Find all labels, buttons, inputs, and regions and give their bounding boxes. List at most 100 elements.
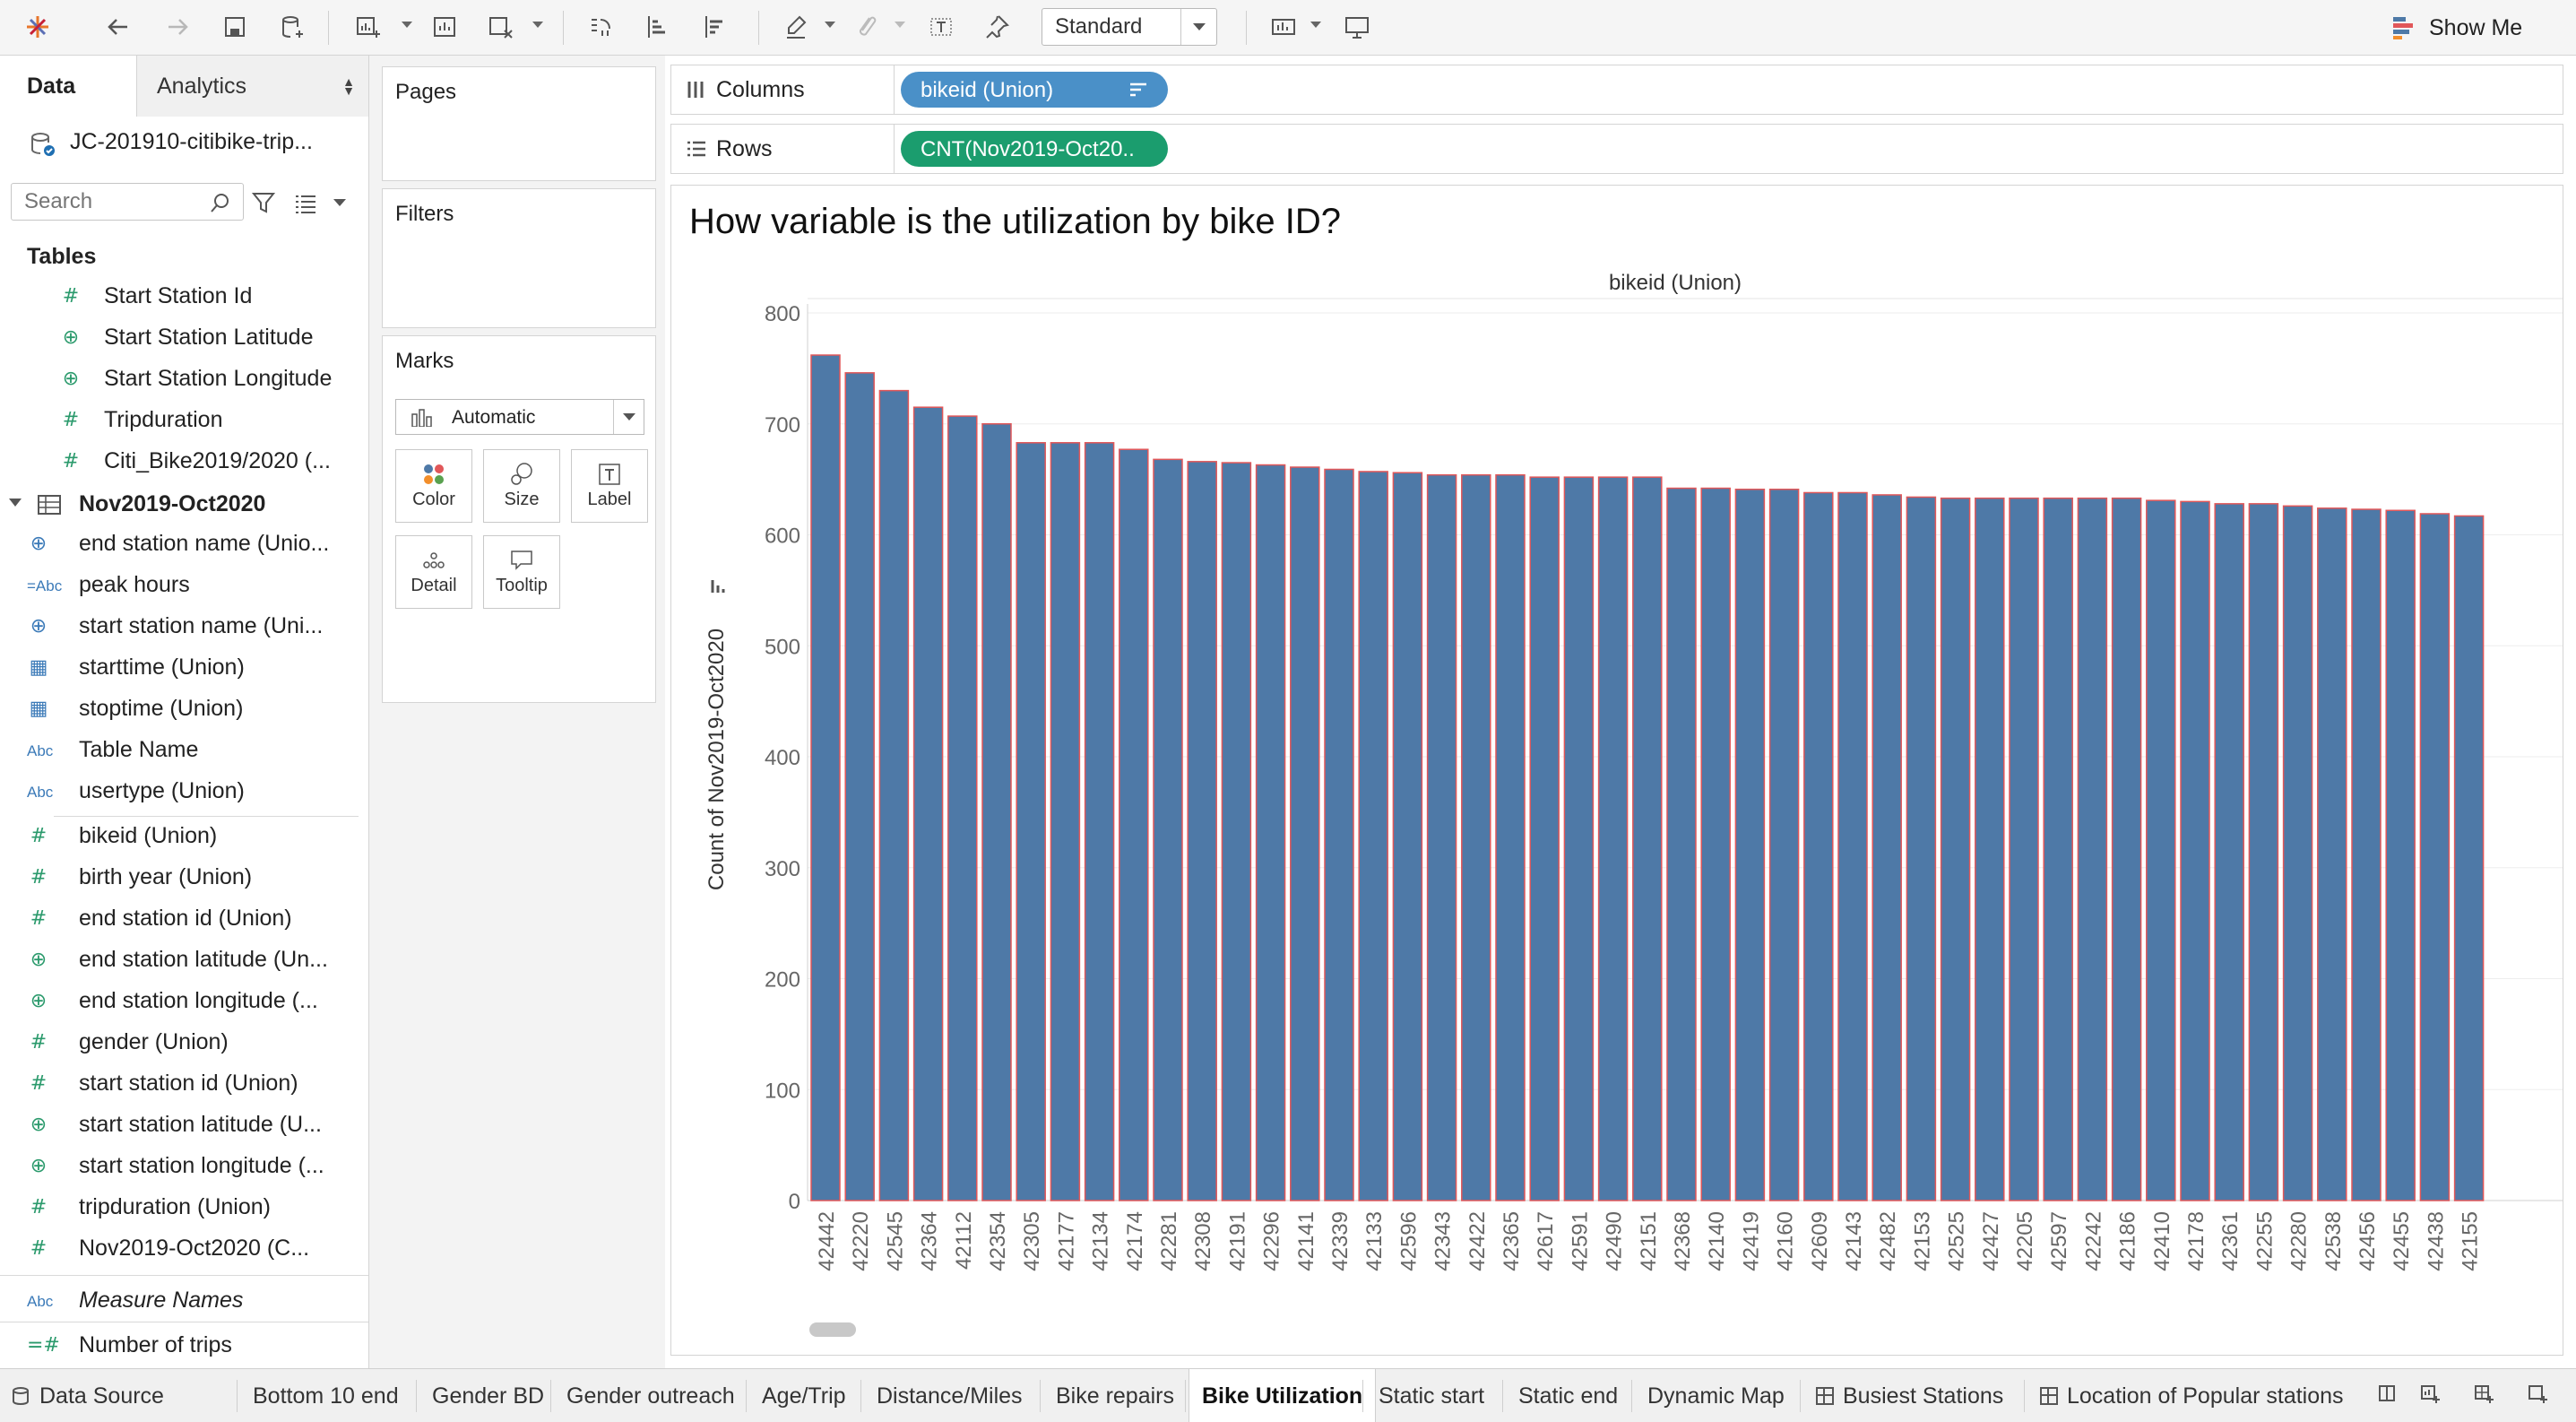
rows-pill[interactable]: CNT(Nov2019-Oct20..: [901, 131, 1168, 167]
fit-dropdown[interactable]: Standard: [1042, 8, 1217, 46]
tab-separator: [1362, 1380, 1363, 1412]
field-item[interactable]: ⊕ end station latitude (Un...: [0, 941, 368, 979]
field-item[interactable]: # tripduration (Union): [0, 1189, 368, 1227]
sheet-tab[interactable]: Dynamic Map: [1647, 1369, 1785, 1422]
field-item[interactable]: ⊕ start station latitude (U...: [0, 1106, 368, 1144]
field-item[interactable]: # Tripduration: [0, 402, 368, 439]
field-item[interactable]: # bikeid (Union): [0, 818, 368, 855]
sheet-tab[interactable]: Bike Utilization: [1189, 1369, 1377, 1422]
show-cards-icon[interactable]: [1266, 9, 1301, 45]
color-button-label: Color: [412, 490, 455, 509]
sort-descending-icon[interactable]: [697, 9, 733, 45]
sheet-tab[interactable]: Age/Trip: [762, 1369, 846, 1422]
y-tick-label: 200: [765, 968, 800, 993]
y-tick-label: 400: [765, 746, 800, 770]
new-worksheet-icon[interactable]: [350, 9, 385, 45]
save-icon[interactable]: [217, 9, 253, 45]
field-item[interactable]: ⊕ start station name (Uni...: [0, 608, 368, 646]
show-mark-labels-icon[interactable]: [923, 9, 959, 45]
field-item[interactable]: # end station id (Union): [0, 900, 368, 938]
tableau-logo-icon[interactable]: [20, 9, 56, 45]
mark-type-dropdown[interactable]: Automatic: [395, 399, 644, 435]
filters-card[interactable]: Filters: [382, 188, 656, 328]
bar-chart-icon: [411, 409, 432, 427]
field-item[interactable]: =# Number of trips: [0, 1327, 368, 1365]
sheet-tab[interactable]: Gender outreach: [566, 1369, 735, 1422]
field-item[interactable]: Abc usertype (Union): [0, 773, 368, 811]
field-item[interactable]: # Citi_Bike2019/2020 (...: [0, 443, 368, 481]
field-item[interactable]: Abc Table Name: [0, 732, 368, 769]
show-me-button[interactable]: Show Me: [2391, 11, 2522, 45]
chevron-down-icon[interactable]: [333, 199, 346, 206]
highlight-icon[interactable]: [778, 9, 814, 45]
sheet-tab[interactable]: Static end: [1518, 1369, 1618, 1422]
search-input[interactable]: [11, 183, 244, 221]
field-item[interactable]: # birth year (Union): [0, 859, 368, 897]
field-item[interactable]: ⊕ end station longitude (...: [0, 983, 368, 1020]
bar-42143: [1837, 491, 1868, 1201]
sheet-tab[interactable]: Static start: [1379, 1369, 1484, 1422]
field-item[interactable]: ▦ starttime (Union): [0, 649, 368, 687]
sort-icon: [711, 580, 725, 593]
field-item[interactable]: ⊕ Start Station Latitude: [0, 319, 368, 357]
columns-pill[interactable]: bikeid (Union): [901, 72, 1168, 108]
sheet-tab[interactable]: Bike repairs: [1056, 1369, 1174, 1422]
calendar-icon: ▦: [29, 656, 48, 679]
presentation-mode-icon[interactable]: [1339, 9, 1375, 45]
field-item[interactable]: # start station id (Union): [0, 1065, 368, 1103]
group-members-icon[interactable]: [848, 9, 884, 45]
new-story-icon[interactable]: [2377, 1369, 2399, 1422]
new-data-source-icon[interactable]: [274, 9, 310, 45]
field-item[interactable]: ⊕ start station longitude (...: [0, 1148, 368, 1185]
bar-42455: [2385, 509, 2416, 1201]
field-item[interactable]: =Abc peak hours: [0, 567, 368, 604]
rows-shelf[interactable]: Rows CNT(Nov2019-Oct20..: [670, 124, 2563, 174]
tab-data[interactable]: Data: [0, 56, 136, 117]
number-icon: #: [62, 409, 80, 431]
bar-42178: [2180, 500, 2210, 1201]
tab-separator: [1502, 1380, 1503, 1412]
swap-rows-columns-icon[interactable]: [583, 9, 618, 45]
color-button[interactable]: Color: [395, 449, 472, 523]
sheet-tab[interactable]: Gender BD: [432, 1369, 544, 1422]
columns-shelf[interactable]: Columns bikeid (Union): [670, 65, 2563, 115]
horizontal-scrollbar[interactable]: [809, 1322, 856, 1337]
detail-button[interactable]: Detail: [395, 535, 472, 609]
bar-42368: [1666, 487, 1697, 1201]
forward-arrow-icon[interactable]: [160, 9, 195, 45]
bar-42255: [2248, 503, 2279, 1201]
new-dashboard-icon[interactable]: [2474, 1369, 2495, 1422]
sheet-tab[interactable]: Location of Popular stations: [2040, 1369, 2344, 1422]
sheet-tab[interactable]: Bottom 10 end: [253, 1369, 399, 1422]
field-item[interactable]: ▦ stoptime (Union): [0, 690, 368, 728]
filter-icon[interactable]: [251, 190, 276, 215]
sheet-tab[interactable]: Distance/Miles: [877, 1369, 1023, 1422]
field-item[interactable]: Abc Measure Names: [0, 1282, 368, 1320]
field-item[interactable]: # Start Station Id: [0, 278, 368, 316]
field-item[interactable]: ⊕ Start Station Longitude: [0, 360, 368, 398]
size-button[interactable]: Size: [483, 449, 560, 523]
field-item[interactable]: # Nov2019-Oct2020 (C...: [0, 1230, 368, 1268]
data-source-tab[interactable]: Data Source: [11, 1369, 164, 1422]
pages-card[interactable]: Pages: [382, 66, 656, 181]
field-item[interactable]: # gender (Union): [0, 1024, 368, 1062]
clear-sheet-icon[interactable]: [482, 9, 518, 45]
duplicate-sheet-icon[interactable]: [427, 9, 462, 45]
sheet-tab[interactable]: Busiest Stations: [1816, 1369, 2003, 1422]
field-item[interactable]: ⊕ end station name (Unio...: [0, 525, 368, 563]
list-view-icon[interactable]: [294, 194, 317, 213]
sort-ascending-icon[interactable]: [640, 9, 676, 45]
new-worksheet-icon[interactable]: [2420, 1369, 2442, 1422]
bar-42609: [1803, 491, 1834, 1201]
calendar-icon: ▦: [29, 698, 48, 720]
x-tick-label: 42422: [1465, 1211, 1490, 1271]
new-story-add-icon[interactable]: [2528, 1369, 2549, 1422]
label-button[interactable]: Label: [571, 449, 648, 523]
tooltip-button[interactable]: Tooltip: [483, 535, 560, 609]
back-arrow-icon[interactable]: [100, 9, 136, 45]
tab-analytics[interactable]: Analytics ▲ ▼: [136, 56, 368, 117]
string-icon: Abc: [27, 742, 54, 759]
pin-icon[interactable]: [979, 9, 1015, 45]
datasource-item[interactable]: JC-201910-citibike-trip...: [0, 117, 368, 169]
table-group-header[interactable]: Nov2019-Oct2020: [0, 486, 368, 524]
